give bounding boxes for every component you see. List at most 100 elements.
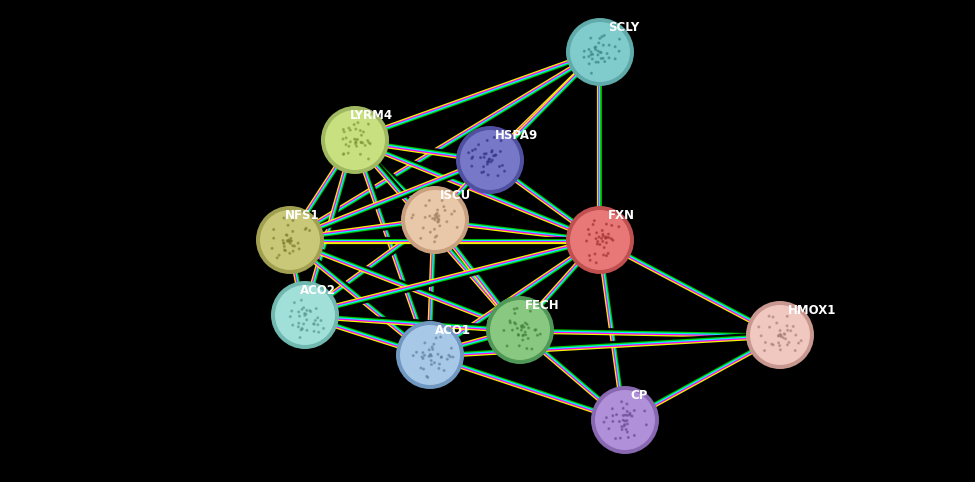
Point [350,119,366,126]
Circle shape [325,110,385,170]
Point [434,353,449,361]
Point [516,331,531,339]
Point [427,359,443,367]
Point [358,142,373,149]
Point [465,153,481,161]
Point [286,247,301,255]
Point [308,305,324,312]
Point [292,334,308,341]
Point [481,158,496,166]
Point [355,139,370,147]
Point [428,334,444,342]
Point [480,161,495,168]
Point [281,238,296,245]
Point [482,155,497,163]
Circle shape [746,301,814,369]
Point [608,411,624,418]
Point [604,235,619,242]
Point [302,307,318,314]
Point [487,134,502,141]
Point [581,46,597,54]
Circle shape [460,130,520,190]
Point [279,231,294,239]
Point [600,50,615,57]
Point [348,136,364,144]
Circle shape [271,281,339,349]
Point [426,340,442,348]
Point [301,227,317,234]
Point [590,238,605,245]
Point [761,312,777,320]
Point [294,306,310,313]
Point [515,336,530,344]
Point [446,353,461,361]
Point [360,137,375,145]
Point [611,223,627,230]
Point [354,138,370,146]
Point [474,169,489,176]
Circle shape [396,321,464,389]
Point [521,324,536,332]
Circle shape [256,206,324,274]
Point [353,127,369,134]
Circle shape [456,126,524,194]
Point [601,230,616,238]
Point [773,332,789,340]
Point [421,352,437,360]
Point [449,224,465,231]
Point [477,150,492,158]
Point [590,51,605,59]
Point [770,332,786,340]
Point [416,351,432,359]
Point [276,214,292,222]
Point [595,230,610,238]
Point [519,345,534,352]
Point [299,307,315,314]
Point [602,54,617,62]
Point [502,319,518,327]
Point [582,256,598,264]
Point [285,242,300,250]
Circle shape [595,390,655,450]
Point [520,321,535,328]
Point [264,244,280,252]
Point [275,237,291,244]
Point [414,353,430,361]
Point [284,237,299,245]
Point [786,322,801,330]
Point [593,49,608,56]
Point [620,434,636,442]
Point [285,216,300,224]
Point [602,41,617,49]
Point [783,327,799,335]
Circle shape [750,305,810,365]
Point [607,435,623,442]
Point [514,323,529,331]
Point [528,326,544,334]
Point [293,296,309,304]
Point [507,309,523,317]
Point [430,350,446,358]
Point [515,321,530,329]
Point [518,328,533,336]
Point [506,305,522,313]
Point [353,138,369,146]
Point [346,120,362,128]
Point [595,227,610,234]
Point [612,434,628,442]
Point [277,246,292,254]
Point [413,235,429,242]
Point [281,238,296,245]
Point [477,153,492,161]
Point [585,221,601,228]
Point [588,43,604,51]
Point [306,327,322,335]
Point [277,242,292,250]
Point [422,228,438,236]
Point [281,236,296,244]
Point [617,417,633,425]
Point [476,163,491,171]
Point [297,226,313,233]
Point [471,141,487,148]
Point [614,423,630,430]
